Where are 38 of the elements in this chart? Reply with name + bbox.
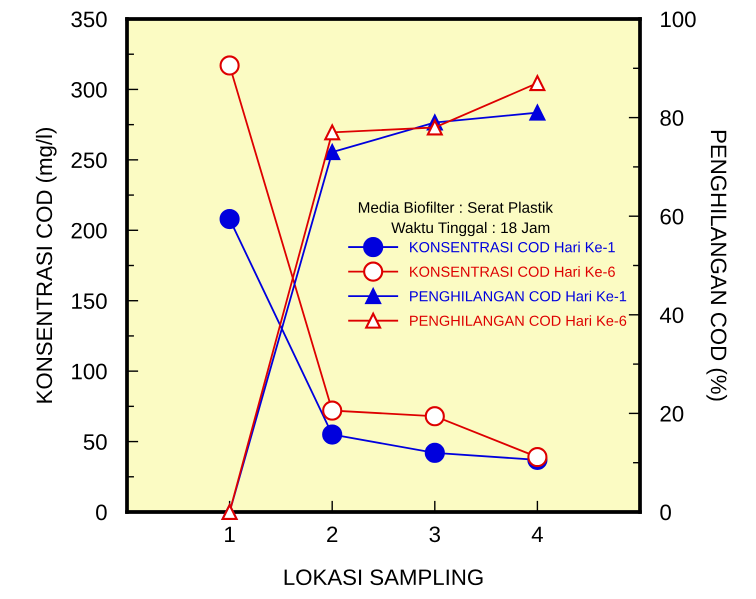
y-tick-label: 50 <box>84 434 107 450</box>
legend-label: PENGHILANGAN COD Hari Ke-1 <box>410 290 626 302</box>
x-tick-label: 1 <box>225 526 235 542</box>
y-tick-label: 150 <box>72 293 107 309</box>
y-tick-label: 200 <box>72 222 107 239</box>
annotation: Waktu Tinggal : 18 Jam <box>391 222 550 236</box>
point <box>220 208 240 230</box>
y2-tick-label: 20 <box>660 406 684 422</box>
point <box>424 406 445 426</box>
y-axis-title: KONSENTRASI COD (mg/l) <box>36 128 57 403</box>
point <box>322 424 342 445</box>
point <box>322 400 342 421</box>
point <box>529 75 546 92</box>
point <box>426 119 443 136</box>
x-tick-label: 3 <box>429 526 440 542</box>
x-axis-title: LOKASI SAMPLING <box>284 569 482 586</box>
y2-tick-label: 100 <box>661 12 696 28</box>
legend-label: KONSENTRASI COD Hari Ke-6 <box>410 266 615 277</box>
y-tick-label: 100 <box>72 364 107 380</box>
y-tick-label: 250 <box>72 152 107 168</box>
legend-label: PENGHILANGAN COD Hari Ke-6 <box>410 315 626 326</box>
y2-tick-label: 0 <box>660 504 671 520</box>
y2-tick-label: 40 <box>660 307 684 324</box>
y-tick-label: 0 <box>96 504 107 520</box>
legend-label: KONSENTRASI COD Hari Ke-1 <box>410 242 615 252</box>
x-tick-label: 4 <box>532 526 543 542</box>
point <box>220 55 240 76</box>
y-tick-label: 350 <box>71 12 107 28</box>
y2-axis-title: PENGHILANGAN COD (%) <box>706 130 728 401</box>
y-tick-label: 300 <box>71 82 107 98</box>
y2-tick-label: 80 <box>660 110 684 126</box>
point <box>324 144 340 160</box>
point <box>424 442 445 463</box>
x-tick-label: 2 <box>327 526 338 542</box>
annotation: Media Biofilter : Serat Plastik <box>358 202 553 213</box>
point <box>529 104 546 121</box>
y2-tick-label: 60 <box>660 208 684 224</box>
point <box>324 124 340 140</box>
